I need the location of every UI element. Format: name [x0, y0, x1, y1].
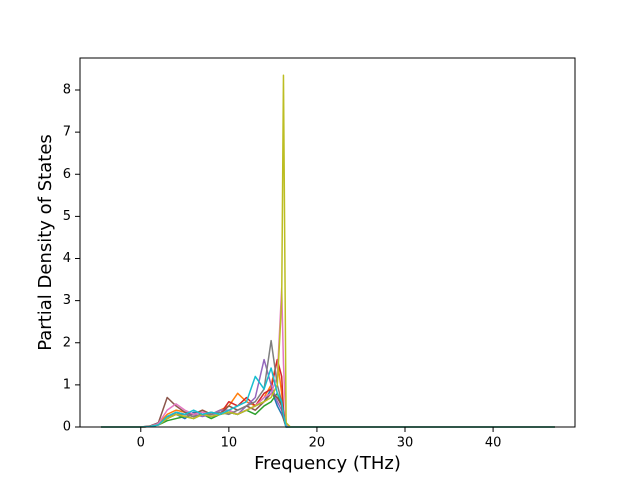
x-tick-label: 0	[137, 436, 145, 451]
y-tick-label: 6	[63, 167, 71, 182]
y-tick-label: 3	[63, 293, 71, 308]
y-tick-label: 5	[63, 209, 71, 224]
y-tick-label: 2	[63, 335, 71, 350]
y-tick-label: 4	[63, 251, 71, 266]
x-tick-label: 30	[397, 436, 414, 451]
series-line	[101, 287, 555, 428]
x-tick-label: 40	[485, 436, 502, 451]
series-line	[101, 392, 555, 428]
y-tick-label: 8	[63, 83, 71, 98]
y-tick-label: 1	[63, 377, 71, 392]
series-line	[101, 392, 555, 428]
y-tick-label: 7	[63, 125, 71, 140]
series-line	[101, 74, 555, 428]
plot-frame	[79, 57, 576, 428]
x-axis-label: Frequency (THz)	[254, 453, 401, 474]
x-tick-label: 10	[221, 436, 238, 451]
x-tick-label: 20	[309, 436, 326, 451]
y-tick-label: 0	[63, 420, 71, 435]
y-axis-label: Partial Density of States	[35, 134, 56, 351]
series-line	[101, 367, 555, 428]
